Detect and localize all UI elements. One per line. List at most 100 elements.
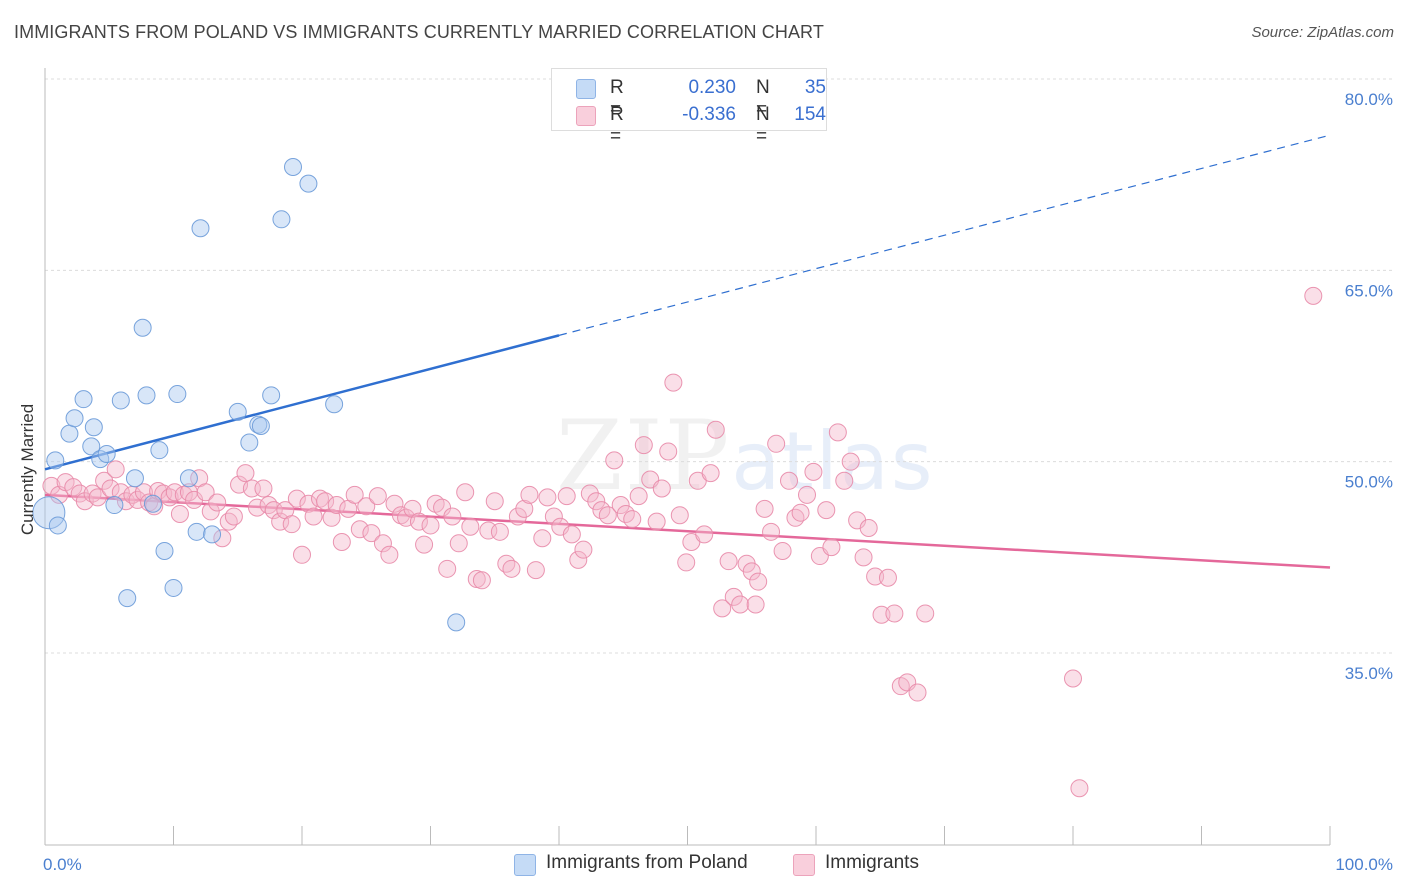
point-immigrants	[433, 498, 452, 517]
point-poland	[82, 437, 101, 456]
point-immigrants	[368, 487, 387, 506]
point-immigrants	[538, 488, 557, 507]
point-immigrants	[798, 485, 817, 504]
point-immigrants	[872, 605, 891, 624]
legend-r-value: -0.336	[682, 104, 736, 125]
legend-swatch-poland	[576, 79, 596, 99]
point-poland	[111, 391, 130, 410]
legend-r-label: R =	[610, 77, 624, 120]
point-immigrants	[64, 478, 83, 497]
point-immigrants	[719, 552, 738, 571]
point-immigrants	[611, 496, 630, 515]
point-immigrants	[170, 504, 189, 523]
point-poland	[60, 424, 79, 443]
y-tick-label: 80.0%	[1345, 90, 1393, 109]
point-immigrants	[755, 499, 774, 518]
point-immigrants	[731, 595, 750, 614]
point-poland	[240, 433, 259, 452]
point-immigrants	[485, 492, 504, 511]
point-poland	[97, 445, 116, 464]
point-poland	[105, 496, 124, 515]
point-immigrants	[95, 471, 114, 490]
point-immigrants	[443, 507, 462, 526]
point-immigrants	[310, 489, 329, 508]
point-immigrants	[128, 490, 147, 509]
point-immigrants	[746, 595, 765, 614]
legend-n-label: N =	[756, 104, 770, 147]
point-immigrants	[502, 559, 521, 578]
point-immigrants	[385, 494, 404, 513]
point-poland	[299, 174, 318, 193]
point-immigrants	[362, 524, 381, 543]
point-immigrants	[724, 587, 743, 606]
point-immigrants	[695, 525, 714, 544]
point-immigrants	[490, 522, 509, 541]
trend-line-poland	[44, 334, 560, 471]
trend-line-poland-extension	[558, 134, 1331, 336]
point-immigrants	[520, 485, 539, 504]
point-immigrants	[780, 471, 799, 490]
point-poland	[262, 386, 281, 405]
chart-title: IMMIGRANTS FROM POLAND VS IMMIGRANTS CUR…	[14, 22, 824, 42]
point-poland	[228, 402, 247, 421]
point-poland	[65, 409, 84, 428]
point-immigrants	[1070, 779, 1089, 798]
point-immigrants	[526, 561, 545, 580]
point-immigrants	[304, 507, 323, 526]
x-tick-label-max: 100.0%	[1335, 855, 1393, 874]
point-immigrants	[1064, 669, 1082, 688]
point-immigrants	[828, 423, 847, 442]
point-immigrants	[497, 554, 516, 573]
point-poland	[118, 589, 137, 608]
point-poland	[168, 385, 187, 404]
point-immigrants	[885, 604, 904, 623]
point-poland	[137, 386, 156, 405]
point-immigrants	[259, 496, 278, 515]
point-immigrants	[1304, 286, 1323, 305]
point-poland	[143, 494, 162, 513]
trend-line-immigrants	[44, 493, 1331, 569]
y-tick-label: 35.0%	[1345, 664, 1393, 683]
point-poland	[155, 541, 174, 560]
point-poland	[46, 451, 65, 470]
point-immigrants	[841, 452, 860, 471]
point-poland	[48, 516, 67, 535]
legend-swatch-immigrants	[576, 106, 596, 126]
point-immigrants	[533, 529, 552, 548]
point-immigrants	[878, 568, 897, 587]
point-immigrants	[866, 567, 885, 586]
point-poland	[203, 525, 222, 544]
axes	[44, 68, 1331, 846]
correlation-legend: R = 0.230 N = 35 R = -0.336 N = 154	[551, 68, 827, 147]
source-label: Source: ZipAtlas.com	[1251, 24, 1394, 41]
point-immigrants	[254, 479, 273, 498]
point-immigrants	[293, 545, 311, 564]
point-immigrants	[116, 492, 135, 511]
point-immigrants	[421, 516, 440, 535]
point-immigrants	[605, 451, 624, 470]
point-immigrants	[208, 493, 227, 512]
point-immigrants	[350, 520, 369, 539]
legend-r-label: R =	[610, 104, 624, 147]
point-poland	[74, 390, 93, 409]
point-poland	[150, 441, 169, 460]
point-poland	[125, 469, 144, 488]
point-immigrants	[773, 541, 792, 560]
point-poland	[187, 522, 206, 541]
point-immigrants	[598, 506, 617, 525]
point-immigrants	[106, 460, 125, 479]
point-immigrants	[835, 471, 854, 490]
point-immigrants	[762, 522, 781, 541]
point-immigrants	[647, 512, 666, 531]
point-immigrants	[652, 479, 671, 498]
point-immigrants	[791, 503, 810, 522]
point-immigrants	[634, 436, 653, 455]
point-poland	[325, 395, 344, 414]
point-immigrants	[373, 534, 392, 553]
point-poland	[284, 158, 303, 177]
point-immigrants	[569, 550, 588, 569]
point-immigrants	[332, 533, 351, 552]
bottom-legend-swatch-poland	[514, 854, 536, 876]
point-immigrants	[677, 553, 696, 572]
point-immigrants	[224, 507, 243, 526]
